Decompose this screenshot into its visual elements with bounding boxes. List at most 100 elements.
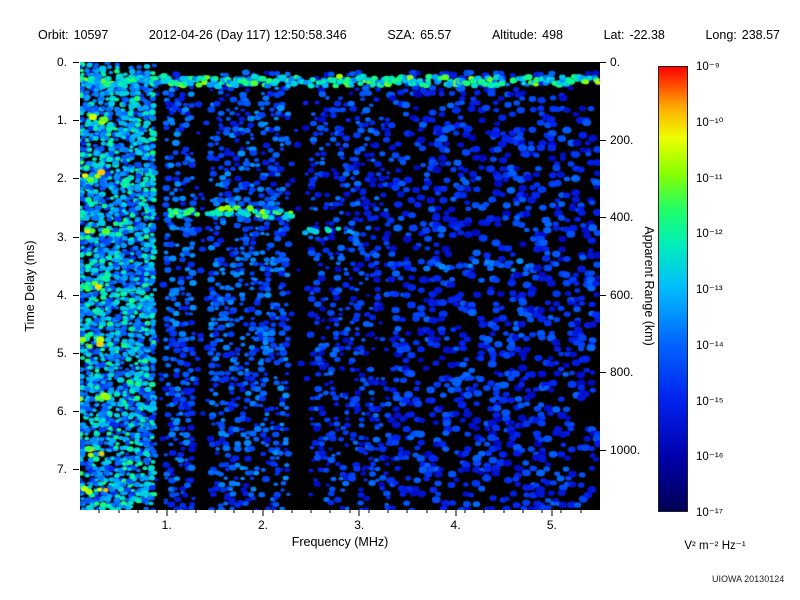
- time-delay-tick-mark: [73, 120, 79, 122]
- time-delay-tick-mark: [73, 178, 79, 180]
- time-delay-tick-label: 6.: [56, 404, 67, 419]
- frequency-minor-tick-mark: [464, 510, 466, 513]
- time-delay-tick-label: 7.: [56, 462, 67, 477]
- datetime-value: 2012-04-26 (Day 117) 12:50:58.346: [148, 28, 347, 42]
- time-delay-tick-label: 1.: [56, 113, 67, 128]
- frequency-minor-tick-mark: [233, 510, 235, 513]
- long-field: Long: 238.57: [705, 28, 780, 42]
- frequency-tick-mark: [262, 510, 264, 516]
- colorbar-tick-label: 10⁻¹⁶: [696, 451, 724, 464]
- frequency-tick-label: 2.: [257, 518, 268, 532]
- colorbar-tick-label: 10⁻¹⁴: [696, 339, 724, 352]
- frequency-minor-tick-mark: [291, 510, 293, 513]
- apparent-range-tick-mark: [600, 372, 606, 374]
- frequency-axis: 1. 2. 3. 4. 5.: [80, 510, 600, 542]
- colorbar-tick-label: 10⁻¹⁵: [696, 395, 724, 408]
- sza-label: SZA:: [387, 28, 416, 42]
- time-delay-tick-mark: [73, 469, 79, 471]
- frequency-minor-tick-mark: [310, 510, 312, 513]
- spectrogram-canvas: [80, 62, 600, 510]
- time-delay-tick-mark: [73, 62, 79, 63]
- orbit-label: Orbit:: [38, 28, 69, 42]
- colorbar-tick-label: 10⁻¹²: [696, 228, 723, 241]
- apparent-range-tick-mark: [600, 62, 606, 63]
- frequency-minor-tick-mark: [541, 510, 543, 513]
- altitude-field: Altitude: 498: [492, 28, 563, 42]
- apparent-range-tick-label: 200.: [610, 132, 634, 147]
- credit-text: UIOWA 20130124: [712, 574, 785, 584]
- frequency-minor-tick-mark: [156, 510, 158, 513]
- colorbar-tick-labels: 10⁻⁹ 10⁻¹⁰ 10⁻¹¹ 10⁻¹² 10⁻¹³ 10⁻¹⁴ 10⁻¹⁵ 10⁻¹⁶ 1…: [658, 61, 780, 519]
- colorbar-tick-label: 10⁻¹⁷: [696, 507, 723, 519]
- frequency-minor-tick-mark: [387, 510, 389, 513]
- frequency-tick-mark: [551, 510, 553, 516]
- apparent-range-axis: 0. 200. 400. 600. 800. 1000.: [600, 55, 656, 510]
- sza-value: 65.57: [420, 28, 452, 42]
- frequency-minor-tick-mark: [426, 510, 428, 513]
- spectrogram-plot: [80, 62, 600, 510]
- time-delay-tick-label: 2.: [56, 171, 67, 186]
- colorbar-tick-label: 10⁻¹⁰: [696, 116, 724, 129]
- frequency-minor-tick-mark: [560, 510, 562, 513]
- time-delay-tick-mark: [73, 294, 79, 296]
- colorbar-tick-label: 10⁻¹³: [696, 284, 723, 296]
- frequency-tick-label: 3.: [354, 518, 365, 532]
- frequency-minor-tick-mark: [483, 510, 485, 513]
- frequency-minor-tick-mark: [98, 510, 100, 513]
- time-delay-tick-label: 5.: [56, 345, 67, 360]
- colorbar: 10⁻⁹ 10⁻¹⁰ 10⁻¹¹ 10⁻¹² 10⁻¹³ 10⁻¹⁴ 10⁻¹⁵ 10⁻¹⁶ 1…: [658, 61, 780, 519]
- colorbar-tick-label: 10⁻¹¹: [696, 172, 723, 185]
- frequency-minor-tick-mark: [406, 510, 408, 513]
- frequency-minor-tick-mark: [214, 510, 216, 513]
- colorbar-gradient: [658, 66, 688, 512]
- lat-value: -22.38: [629, 28, 665, 42]
- apparent-range-tick-mark: [600, 294, 606, 296]
- apparent-range-tick-label: 1000.: [610, 442, 641, 457]
- frequency-minor-tick-mark: [137, 510, 139, 513]
- time-delay-tick-mark: [73, 411, 79, 413]
- frequency-minor-tick-mark: [349, 510, 351, 513]
- apparent-range-tick-label: 600.: [610, 287, 634, 302]
- time-delay-tick-label: 4.: [56, 287, 67, 302]
- lat-field: Lat: -22.38: [604, 28, 665, 42]
- time-delay-tick-label: 3.: [56, 229, 67, 244]
- long-value: 238.57: [741, 28, 780, 42]
- time-delay-tick-mark: [73, 352, 79, 354]
- apparent-range-tick-mark: [600, 217, 606, 219]
- frequency-minor-tick-mark: [445, 510, 447, 513]
- frequency-minor-tick-mark: [503, 510, 505, 513]
- frequency-minor-tick-mark: [195, 510, 197, 513]
- frequency-tick-mark: [455, 510, 457, 516]
- frequency-tick-label: 4.: [450, 518, 461, 532]
- long-label: Long:: [705, 28, 737, 42]
- sza-field: SZA: 65.57: [387, 28, 451, 42]
- altitude-label: Altitude:: [491, 28, 538, 42]
- frequency-minor-tick-mark: [329, 510, 331, 513]
- frequency-minor-tick-mark: [272, 510, 274, 513]
- frequency-minor-tick-mark: [522, 510, 524, 513]
- colorbar-tick-label: 10⁻⁹: [696, 61, 720, 73]
- apparent-range-tick-label: 800.: [610, 365, 634, 380]
- frequency-minor-tick-mark: [118, 510, 120, 513]
- apparent-range-tick-mark: [600, 449, 606, 451]
- apparent-range-tick-label: 400.: [610, 210, 634, 225]
- frequency-tick-label: 1.: [161, 518, 172, 532]
- apparent-range-tick-label: 0.: [610, 55, 621, 69]
- x-axis-title-frequency: Frequency (MHz): [291, 535, 389, 549]
- frequency-minor-tick-mark: [368, 510, 370, 513]
- frequency-tick-mark: [166, 510, 168, 516]
- colorbar-units: V² m⁻² Hz⁻¹: [684, 540, 746, 552]
- time-delay-tick-label: 0.: [56, 55, 67, 69]
- frequency-tick-label: 5.: [546, 518, 557, 532]
- header-info: Orbit: 10597 2012-04-26 (Day 117) 12:50:5…: [38, 28, 780, 42]
- frequency-minor-tick-mark: [252, 510, 254, 513]
- time-delay-tick-mark: [73, 236, 79, 238]
- orbit-value: 10597: [73, 28, 109, 42]
- frequency-minor-tick-mark: [580, 510, 582, 513]
- apparent-range-tick-mark: [600, 139, 606, 141]
- altitude-value: 498: [542, 28, 563, 42]
- lat-label: Lat:: [603, 28, 625, 42]
- orbit-field: Orbit: 10597: [38, 28, 108, 42]
- time-delay-axis: 0. 1. 2. 3. 4. 5. 6. 7.: [0, 55, 80, 510]
